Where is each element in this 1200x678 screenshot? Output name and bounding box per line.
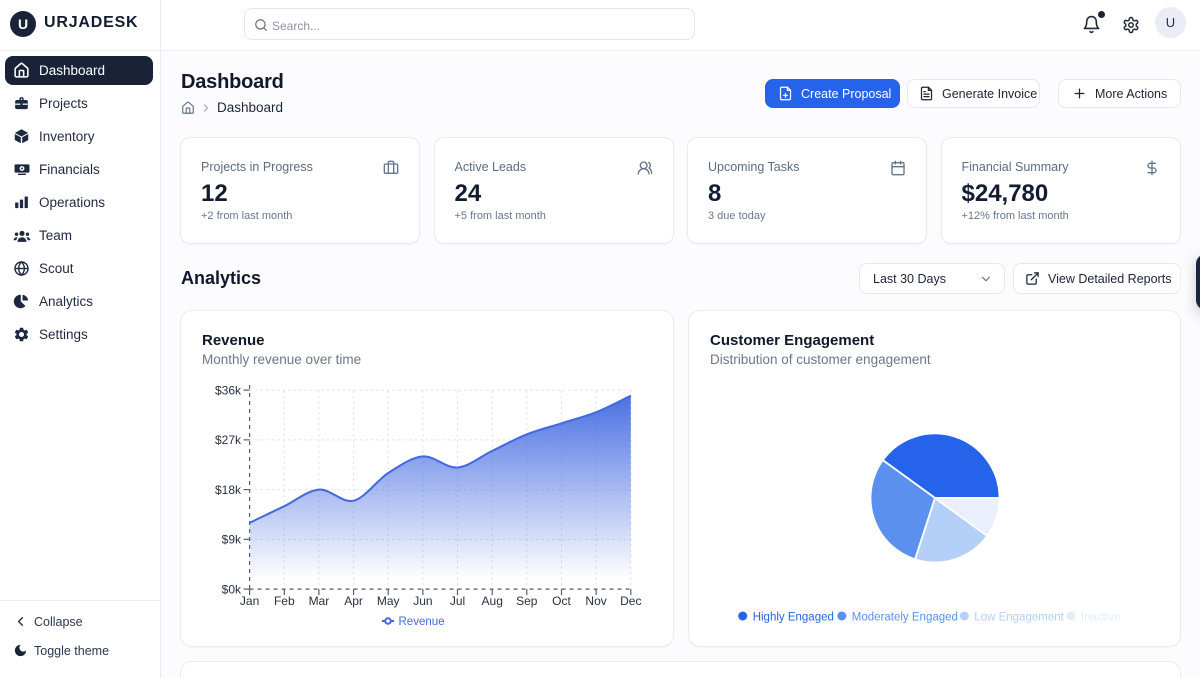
svg-text:Revenue: Revenue	[399, 616, 445, 628]
svg-text:$18k: $18k	[215, 483, 242, 497]
svg-text:$9k: $9k	[222, 533, 242, 547]
svg-text:Inactive: Inactive	[1081, 612, 1121, 624]
svg-text:Mar: Mar	[309, 594, 330, 608]
svg-text:Moderately Engaged: Moderately Engaged	[852, 612, 958, 624]
svg-text:Jul: Jul	[450, 594, 465, 608]
svg-text:Jun: Jun	[413, 594, 432, 608]
svg-text:Low Engagement: Low Engagement	[974, 612, 1064, 624]
svg-text:$0k: $0k	[222, 582, 242, 596]
svg-text:Highly Engaged: Highly Engaged	[753, 612, 834, 624]
svg-text:Jan: Jan	[240, 594, 259, 608]
svg-text:$27k: $27k	[215, 433, 242, 447]
svg-text:Apr: Apr	[344, 594, 363, 608]
svg-text:Dec: Dec	[620, 594, 641, 608]
svg-text:Sep: Sep	[516, 594, 538, 608]
svg-text:Aug: Aug	[482, 594, 503, 608]
svg-text:Feb: Feb	[274, 594, 295, 608]
svg-text:Nov: Nov	[585, 594, 606, 608]
svg-text:Oct: Oct	[552, 594, 571, 608]
svg-text:$36k: $36k	[215, 383, 242, 397]
svg-text:May: May	[377, 594, 400, 608]
